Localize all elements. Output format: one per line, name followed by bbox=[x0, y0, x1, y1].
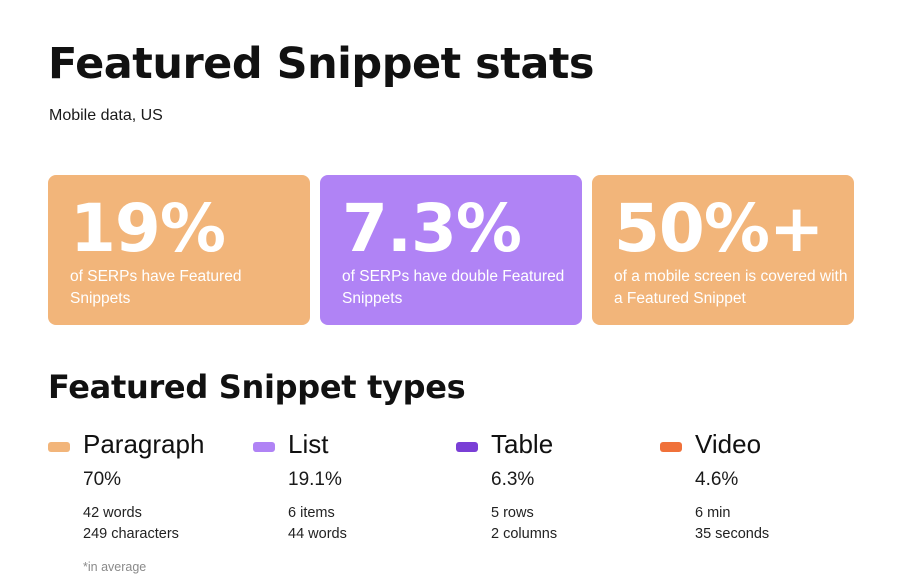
type-detail: 2 columns bbox=[491, 526, 558, 542]
stat-value: 7.3% bbox=[342, 190, 522, 267]
stat-card-double-snippets: 7.3% of SERPs have double Featured Snipp… bbox=[320, 175, 582, 325]
type-percent: 4.6% bbox=[695, 469, 739, 490]
type-detail: 44 words bbox=[288, 526, 347, 542]
type-detail: 42 words bbox=[83, 505, 142, 521]
type-percent: 6.3% bbox=[491, 469, 535, 490]
footnote: *in average bbox=[83, 560, 147, 574]
stat-value: 19% bbox=[70, 190, 226, 267]
type-detail: 5 rows bbox=[491, 505, 534, 521]
stat-card-mobile-screen: 50%+ of a mobile screen is covered with … bbox=[592, 175, 854, 325]
type-detail: 6 items bbox=[288, 505, 335, 521]
stat-card-serps: 19% of SERPs have Featured Snippets bbox=[48, 175, 310, 325]
type-percent: 70% bbox=[83, 469, 122, 490]
page-title: Featured Snippet stats bbox=[48, 39, 594, 89]
type-detail: 249 characters bbox=[83, 526, 179, 542]
type-detail: 35 seconds bbox=[695, 526, 770, 542]
snippet-types: Paragraph 70% 42 words 249 characters Li… bbox=[48, 428, 868, 553]
type-percent: 19.1% bbox=[288, 469, 342, 490]
type-video: Video 4.6% 6 min 35 seconds bbox=[660, 428, 860, 553]
legend-swatch bbox=[456, 442, 478, 452]
stat-cards: 19% of SERPs have Featured Snippets 7.3%… bbox=[48, 175, 854, 325]
type-detail: 6 min bbox=[695, 505, 731, 521]
type-name: Table bbox=[491, 429, 554, 459]
page-subtitle: Mobile data, US bbox=[49, 107, 163, 124]
stat-value: 50%+ bbox=[614, 190, 824, 267]
legend-swatch bbox=[253, 442, 275, 452]
legend-swatch bbox=[48, 442, 70, 452]
type-table: Table 6.3% 5 rows 2 columns bbox=[456, 428, 656, 553]
stat-description: of a mobile screen is covered with a Fea… bbox=[614, 268, 848, 307]
type-name: List bbox=[288, 429, 329, 459]
type-list: List 19.1% 6 items 44 words bbox=[253, 428, 453, 553]
type-paragraph: Paragraph 70% 42 words 249 characters bbox=[48, 428, 248, 553]
type-name: Paragraph bbox=[83, 429, 205, 459]
types-heading: Featured Snippet types bbox=[48, 368, 466, 406]
stat-description: of SERPs have Featured Snippets bbox=[70, 268, 242, 307]
legend-swatch bbox=[660, 442, 682, 452]
stat-description: of SERPs have double Featured Snippets bbox=[342, 268, 565, 307]
type-name: Video bbox=[695, 429, 762, 459]
